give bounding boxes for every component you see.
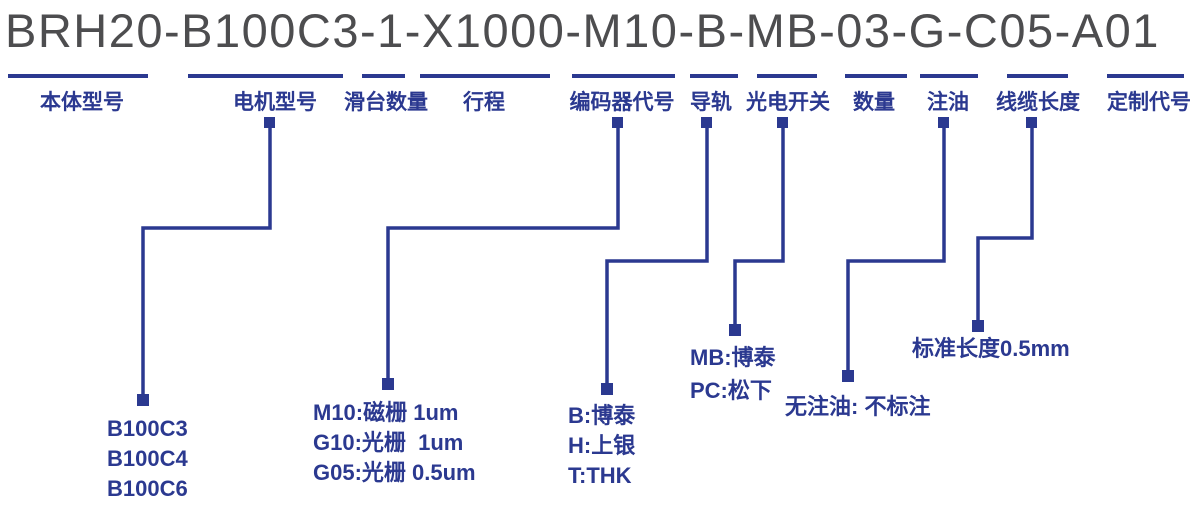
option-item: 无注油: 不标注 bbox=[785, 394, 931, 419]
option-item: B100C4 bbox=[107, 446, 188, 471]
segment-label-photo-switch: 光电开关 bbox=[746, 91, 830, 114]
square-start-cable-length bbox=[1026, 117, 1037, 128]
underline-photo-switch bbox=[757, 74, 817, 78]
square-end-rail bbox=[601, 383, 613, 395]
underline-slide-qty bbox=[362, 74, 405, 78]
underline-cable-length bbox=[1007, 74, 1068, 78]
square-end-motor-model bbox=[137, 394, 149, 406]
option-item: H:上银 bbox=[568, 433, 636, 458]
square-end-cable-length bbox=[972, 320, 984, 332]
segment-label-body-model: 本体型号 bbox=[40, 91, 124, 114]
segment-label-rail: 导轨 bbox=[690, 91, 732, 114]
underline-quantity bbox=[845, 74, 907, 78]
underline-oil bbox=[920, 74, 978, 78]
option-item: B:博泰 bbox=[568, 403, 636, 428]
square-start-encoder-code bbox=[612, 117, 623, 128]
underline-custom-code bbox=[1107, 74, 1184, 78]
connector-oil bbox=[846, 122, 946, 374]
segment-label-quantity: 数量 bbox=[853, 91, 895, 114]
underline-rail bbox=[690, 74, 738, 78]
option-item: M10:磁栅 1um bbox=[313, 400, 459, 425]
option-item: G05:光栅 0.5um bbox=[313, 460, 476, 485]
square-start-oil bbox=[938, 117, 949, 128]
connector-encoder-code bbox=[386, 122, 620, 382]
connector-motor-model bbox=[141, 122, 272, 398]
option-item: 标准长度0.5mm bbox=[912, 336, 1070, 361]
square-start-motor-model bbox=[264, 117, 275, 128]
segment-label-oil: 注油 bbox=[927, 91, 969, 114]
connector-photo-switch bbox=[733, 122, 785, 328]
option-list-rail: B:博泰 H:上银 T:THK bbox=[568, 401, 635, 491]
option-list-oil: 无注油: 不标注 bbox=[785, 392, 930, 422]
segment-label-encoder-code: 编码器代号 bbox=[569, 91, 675, 114]
square-end-oil bbox=[842, 370, 854, 382]
square-start-rail bbox=[701, 117, 712, 128]
segment-label-cable-length: 线缆长度 bbox=[996, 91, 1080, 114]
option-item: MB:博泰 bbox=[690, 345, 776, 370]
option-item: B100C6 bbox=[107, 476, 188, 501]
underline-motor-model bbox=[188, 74, 343, 78]
segment-label-custom-code: 定制代号 bbox=[1107, 91, 1191, 114]
square-end-photo-switch bbox=[729, 324, 741, 336]
option-item: T:THK bbox=[568, 463, 632, 488]
segment-label-stroke: 行程 bbox=[463, 91, 505, 114]
underline-encoder-code bbox=[572, 74, 675, 78]
option-list-motor-model: B100C3 B100C4 B100C6 bbox=[107, 414, 188, 504]
option-list-photo-switch: MB:博泰 PC:松下 bbox=[690, 341, 776, 407]
segment-label-slide-qty: 滑台数量 bbox=[344, 91, 428, 114]
option-item: B100C3 bbox=[107, 416, 188, 441]
square-end-encoder-code bbox=[382, 378, 394, 390]
option-list-encoder-code: M10:磁栅 1um G10:光栅 1um G05:光栅 0.5um bbox=[313, 398, 476, 488]
square-start-photo-switch bbox=[777, 117, 788, 128]
model-number-title: BRH20-B100C3-1-X1000-M10-B-MB-03-G-C05-A… bbox=[5, 4, 1160, 57]
connector-rail bbox=[605, 122, 709, 387]
segment-label-motor-model: 电机型号 bbox=[233, 91, 317, 114]
option-item: PC:松下 bbox=[690, 378, 772, 403]
underline-body-model bbox=[8, 74, 148, 78]
option-list-cable-length: 标准长度0.5mm bbox=[912, 334, 1070, 364]
option-item: G10:光栅 1um bbox=[313, 430, 464, 455]
underline-stroke bbox=[420, 74, 550, 78]
connector-cable-length bbox=[976, 122, 1034, 324]
